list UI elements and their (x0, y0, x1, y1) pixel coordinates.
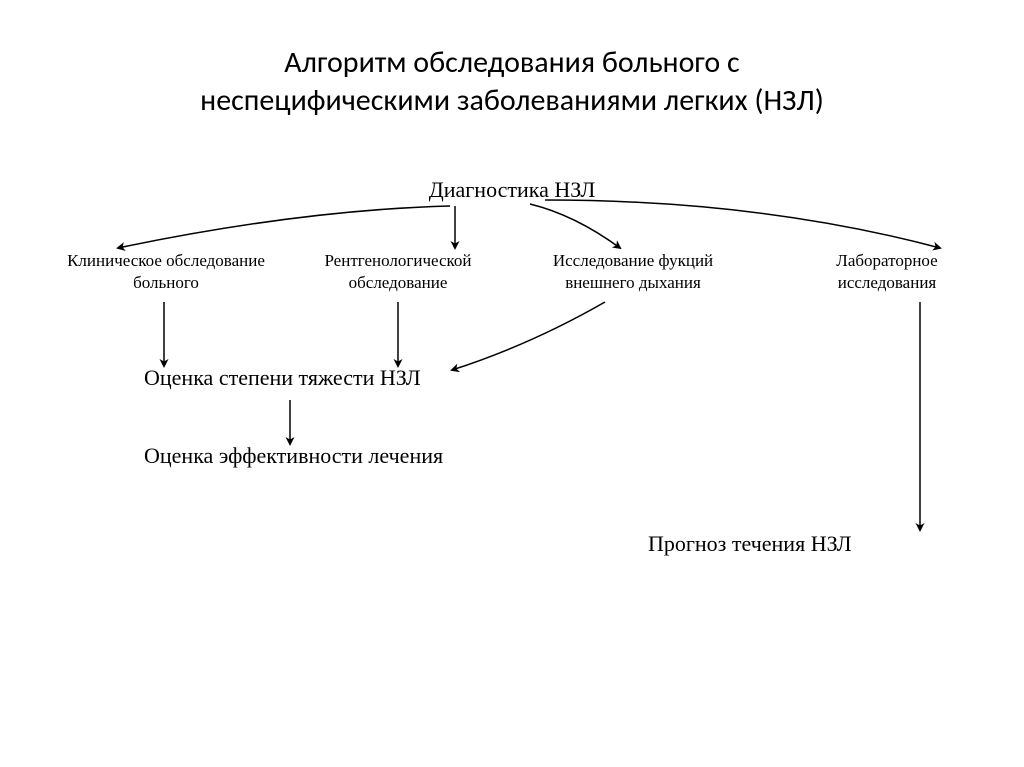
title-line1: Алгоритм обследования больного с (284, 44, 739, 81)
node-clinical-exam-line1: Клиническое обследование (67, 251, 265, 270)
node-clinical-exam: Клиническое обследование больного (36, 250, 296, 294)
diagram-title: Алгоритм обследования больного с неспеци… (0, 44, 1024, 119)
node-lab-tests: Лабораторное исследования (787, 250, 987, 294)
arrow-edge (545, 200, 940, 248)
node-respiratory-function-line1: Исследование фукций (553, 251, 713, 270)
node-assess-severity: Оценка степени тяжести НЗЛ (144, 364, 564, 393)
diagram-stage: { "type": "flowchart", "background_color… (0, 0, 1024, 767)
title-line2: неспецифическими заболеваниями легких (Н… (200, 82, 824, 119)
node-prognosis: Прогноз течения НЗЛ (648, 530, 978, 559)
arrow-edge (530, 204, 620, 248)
node-root: Диагностика НЗЛ (362, 176, 662, 205)
node-lab-tests-line1: Лабораторное (836, 251, 937, 270)
node-lab-tests-line2: исследования (838, 273, 937, 292)
node-assess-severity-label: Оценка степени тяжести НЗЛ (144, 365, 421, 390)
node-xray-exam-line2: обследование (349, 273, 448, 292)
node-assess-effect-label: Оценка эффективности лечения (144, 443, 443, 468)
arrow-edge (118, 206, 450, 248)
node-prognosis-label: Прогноз течения НЗЛ (648, 531, 852, 556)
node-xray-exam: Рентгенологической обследование (288, 250, 508, 294)
node-xray-exam-line1: Рентгенологической (324, 251, 471, 270)
node-respiratory-function: Исследование фукций внешнего дыхания (518, 250, 748, 294)
node-root-label: Диагностика НЗЛ (429, 177, 596, 202)
node-clinical-exam-line2: больного (133, 273, 199, 292)
node-respiratory-function-line2: внешнего дыхания (565, 273, 701, 292)
node-assess-effect: Оценка эффективности лечения (144, 442, 584, 471)
arrow-edge (452, 302, 605, 370)
